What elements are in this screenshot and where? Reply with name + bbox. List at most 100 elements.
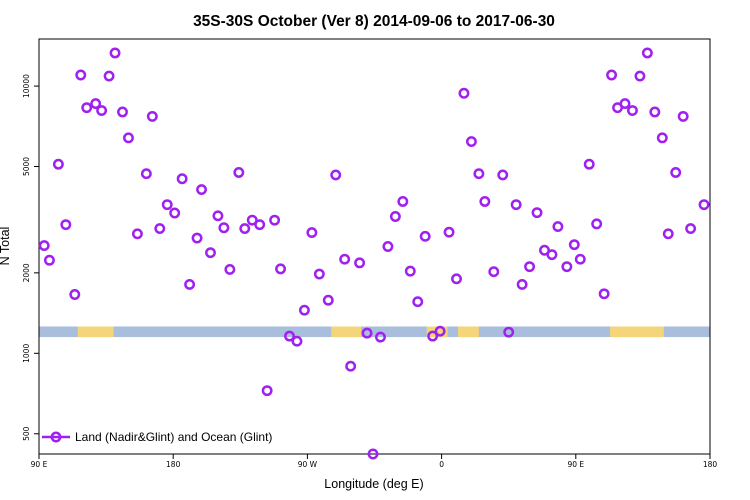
data-point	[306, 227, 318, 239]
data-point	[561, 261, 573, 273]
data-point	[397, 196, 409, 207]
data-point	[497, 169, 509, 181]
data-point	[233, 167, 245, 178]
data-point	[81, 102, 93, 114]
data-point	[261, 385, 273, 397]
x-tick-label: 90 E	[31, 460, 48, 469]
data-point	[591, 218, 603, 230]
data-point	[568, 239, 580, 251]
data-point	[546, 249, 558, 261]
data-point	[382, 241, 394, 252]
data-point	[154, 223, 166, 234]
data-point	[649, 106, 661, 118]
land-segment	[458, 326, 479, 338]
legend-marker	[50, 431, 62, 443]
data-point	[131, 228, 143, 240]
data-point	[627, 105, 638, 116]
data-point	[339, 253, 351, 265]
data-point	[458, 87, 470, 99]
data-point	[69, 289, 81, 300]
data-point	[473, 168, 485, 180]
data-point	[606, 69, 618, 81]
legend: Land (Nadir&Glint) and Ocean (Glint)	[42, 430, 272, 444]
data-point	[176, 173, 188, 185]
data-point	[191, 232, 203, 244]
data-point	[330, 169, 342, 181]
x-tick-label: 90 W	[298, 460, 318, 469]
data-point	[298, 304, 310, 316]
data-points	[38, 47, 710, 460]
data-point	[367, 448, 379, 460]
data-point	[224, 263, 236, 275]
data-point	[322, 294, 334, 306]
data-point	[531, 207, 543, 219]
data-point	[239, 223, 251, 234]
data-point	[205, 247, 216, 259]
data-point	[218, 222, 230, 234]
data-point	[75, 69, 87, 81]
y-tick-label: 10000	[22, 74, 31, 98]
data-point	[574, 253, 586, 265]
data-point	[619, 98, 631, 110]
data-point	[479, 196, 491, 207]
y-tick-label: 5000	[22, 157, 31, 176]
data-point	[488, 266, 500, 278]
data-point	[465, 136, 477, 147]
data-point	[510, 199, 522, 211]
y-tick-label: 1000	[22, 344, 31, 363]
data-point	[269, 214, 281, 226]
data-point	[161, 199, 173, 211]
data-point	[552, 221, 564, 233]
y-axis: 500 1000 2000 5000 10000	[22, 74, 39, 441]
data-point	[451, 273, 462, 285]
data-point	[254, 219, 266, 231]
data-point	[146, 110, 158, 122]
x-axis-title: Longitude (deg E)	[324, 477, 423, 491]
data-point	[641, 47, 653, 59]
x-tick-label: 180	[166, 460, 181, 469]
chart-title: 35S-30S October (Ver 8) 2014-09-06 to 20…	[193, 13, 555, 30]
data-point	[662, 228, 674, 240]
legend-label: Land (Nadir&Glint) and Ocean (Glint)	[75, 430, 272, 444]
data-point	[389, 211, 401, 222]
data-point	[503, 326, 515, 338]
data-point	[117, 106, 128, 118]
data-point	[140, 168, 152, 180]
data-point	[52, 158, 64, 170]
data-point	[123, 132, 134, 144]
x-axis: 90 E 180 90 W 0 90 E 180	[31, 454, 718, 469]
y-tick-label: 2000	[22, 263, 31, 282]
y-axis-title: N Total	[0, 227, 12, 266]
data-point	[404, 265, 416, 277]
data-point	[345, 360, 357, 372]
x-tick-label: 180	[703, 460, 718, 469]
y-tick-label: 500	[22, 426, 31, 441]
data-point	[275, 263, 287, 275]
land-segment	[77, 326, 114, 338]
data-point	[96, 105, 108, 116]
data-point	[539, 244, 550, 256]
data-point	[109, 47, 121, 59]
data-point	[656, 132, 668, 144]
data-point	[60, 219, 72, 231]
data-point	[412, 296, 424, 308]
ocean-band	[39, 326, 710, 338]
data-point	[43, 254, 55, 266]
data-point	[284, 330, 295, 342]
data-point	[169, 207, 181, 219]
data-point	[196, 184, 207, 195]
data-point	[427, 330, 439, 342]
data-point	[516, 278, 528, 290]
plot-frame	[38, 38, 711, 455]
data-point	[361, 327, 373, 339]
data-point	[443, 226, 455, 238]
data-point	[583, 158, 595, 170]
data-point	[434, 325, 446, 337]
data-point	[246, 214, 258, 226]
x-tick-label: 0	[439, 460, 444, 469]
data-point	[698, 199, 710, 211]
data-point	[38, 240, 50, 252]
data-point	[634, 70, 646, 82]
data-point	[598, 288, 610, 300]
